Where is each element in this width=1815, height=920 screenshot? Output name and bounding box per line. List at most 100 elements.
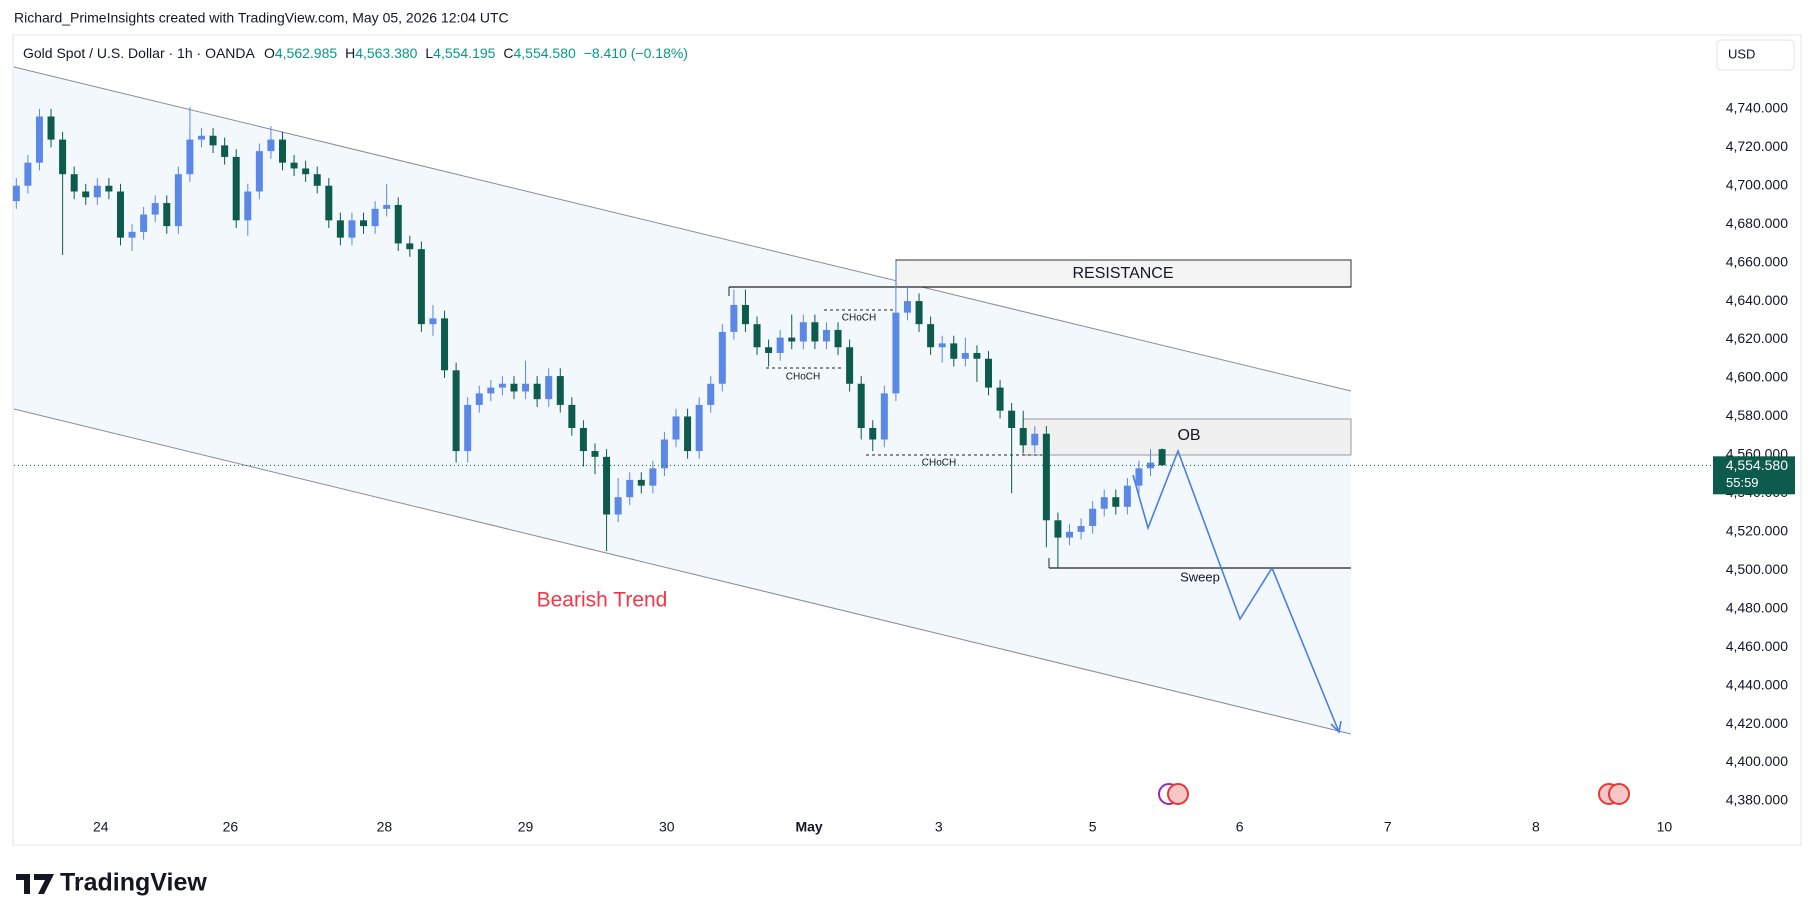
- candles: [12, 106, 1166, 569]
- candle-body: [753, 324, 761, 348]
- y-tick-label: 4,620.000: [1726, 330, 1788, 346]
- channel-lower: [13, 408, 1352, 735]
- candle-body: [232, 156, 240, 221]
- last-price-label: 4,554.580: [1726, 457, 1788, 473]
- x-tick-label: 6: [1236, 819, 1244, 835]
- candle-body: [1135, 468, 1143, 486]
- candle-body: [452, 370, 460, 452]
- candle-body: [290, 162, 298, 169]
- candle-body: [336, 220, 344, 238]
- y-tick-label: 4,400.000: [1726, 753, 1788, 769]
- candle-body: [765, 347, 773, 354]
- y-tick-label: 4,420.000: [1726, 715, 1788, 731]
- resistance-zone: [895, 259, 1352, 288]
- x-tick-label: 28: [377, 819, 393, 835]
- candle-body: [348, 220, 356, 238]
- candle-body: [255, 151, 263, 192]
- candle-body: [487, 387, 495, 394]
- candle-body: [360, 220, 368, 227]
- legend-key: H: [345, 45, 355, 61]
- y-tick-label: 4,720.000: [1726, 138, 1788, 154]
- candle-body: [1112, 497, 1120, 507]
- candle-body: [406, 243, 414, 250]
- choch-label: CHoCH: [922, 458, 956, 469]
- currency-button[interactable]: [1716, 39, 1795, 71]
- order-block-zone: [1022, 418, 1352, 456]
- legend-key: L: [425, 45, 433, 61]
- countdown-label: 55:59: [1726, 475, 1759, 490]
- y-tick-label: 4,680.000: [1726, 215, 1788, 231]
- candle-body: [267, 139, 275, 152]
- candle-body: [47, 116, 55, 140]
- candle-body: [1054, 520, 1062, 538]
- y-tick-label: 4,740.000: [1726, 100, 1788, 116]
- candle-body: [579, 427, 587, 452]
- candle-body: [892, 312, 900, 394]
- x-tick-label: 5: [1089, 819, 1097, 835]
- candle-body: [684, 416, 692, 452]
- candle-body: [1066, 531, 1074, 538]
- candle-body: [279, 139, 287, 163]
- candle-body: [961, 353, 969, 359]
- y-tick-label: 4,520.000: [1726, 523, 1788, 539]
- candle-body: [1123, 485, 1131, 507]
- candle-body: [151, 203, 159, 215]
- candle-body: [429, 318, 437, 325]
- choch-label: CHoCH: [842, 313, 876, 324]
- candle-body: [24, 162, 32, 186]
- resistance-label: RESISTANCE: [1072, 265, 1173, 282]
- candle-body: [695, 404, 703, 452]
- candle-body: [950, 343, 958, 359]
- x-tick-label: 8: [1532, 819, 1540, 835]
- event-icon[interactable]: [1167, 783, 1189, 805]
- candle-body: [394, 204, 402, 244]
- legend-value: 4,562.985: [275, 45, 337, 61]
- y-tick-label: 4,600.000: [1726, 369, 1788, 385]
- candle-body: [1019, 427, 1027, 446]
- candle-body: [903, 301, 911, 313]
- y-tick-label: 4,480.000: [1726, 599, 1788, 615]
- y-tick-label: 4,500.000: [1726, 561, 1788, 577]
- candle-body: [383, 204, 391, 209]
- candle-body: [533, 383, 541, 400]
- x-tick-label: 7: [1384, 819, 1392, 835]
- currency-label: USD: [1728, 46, 1755, 61]
- candle-body: [545, 376, 553, 400]
- candle-body: [441, 318, 449, 371]
- event-icon[interactable]: [1608, 783, 1630, 805]
- candle-body: [707, 383, 715, 405]
- candle-body: [857, 383, 865, 428]
- candle-body: [313, 174, 321, 186]
- candle-body: [510, 383, 518, 392]
- candle-body: [163, 203, 171, 227]
- attribution: Richard_PrimeInsights created with Tradi…: [14, 10, 509, 26]
- candle-body: [325, 185, 333, 221]
- legend-value: 4,554.580: [513, 45, 575, 61]
- candle-body: [556, 376, 564, 405]
- candle-body: [660, 439, 668, 469]
- legend-key: C: [503, 45, 513, 61]
- channel-fill: [14, 67, 1351, 734]
- candle-body: [822, 329, 830, 342]
- legend-change: −8.410 (−0.18%): [584, 45, 688, 61]
- legend-value: 4,554.195: [433, 45, 495, 61]
- candle-body: [973, 353, 981, 359]
- candle-body: [834, 329, 842, 348]
- candle-body: [880, 393, 888, 440]
- candle-body: [186, 139, 194, 175]
- candle-body: [730, 304, 738, 332]
- candle-body: [649, 468, 657, 486]
- y-tick-label: 4,580.000: [1726, 407, 1788, 423]
- y-tick-label: 4,700.000: [1726, 176, 1788, 192]
- candle-body: [371, 208, 379, 227]
- candle-body: [718, 331, 726, 384]
- candle-body: [568, 404, 576, 428]
- last-price-box: [1713, 456, 1795, 495]
- symbol-legend: Gold Spot / U.S. Dollar · 1h · OANDA O4,…: [23, 45, 688, 61]
- projection-arrow: [1330, 720, 1342, 734]
- y-tick-label: 4,440.000: [1726, 676, 1788, 692]
- candle-body: [846, 347, 854, 384]
- x-tick-label: May: [795, 819, 822, 835]
- brand-mark: [16, 874, 54, 894]
